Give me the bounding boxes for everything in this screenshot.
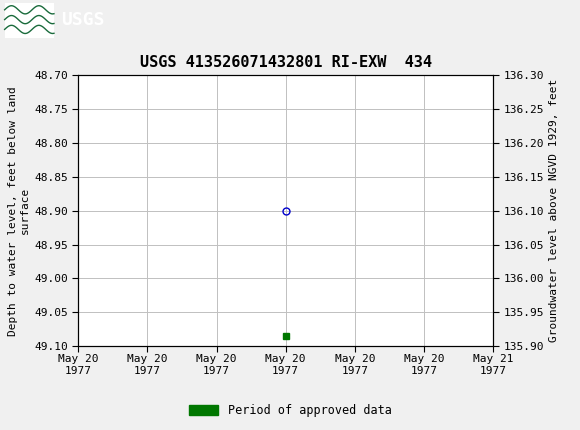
Title: USGS 413526071432801 RI-EXW  434: USGS 413526071432801 RI-EXW 434 <box>140 55 432 70</box>
Text: USGS: USGS <box>61 12 104 29</box>
Y-axis label: Depth to water level, feet below land
surface: Depth to water level, feet below land su… <box>8 86 30 335</box>
Y-axis label: Groundwater level above NGVD 1929, feet: Groundwater level above NGVD 1929, feet <box>549 79 560 342</box>
Bar <box>5 3 54 37</box>
Legend: Period of approved data: Period of approved data <box>184 399 396 422</box>
